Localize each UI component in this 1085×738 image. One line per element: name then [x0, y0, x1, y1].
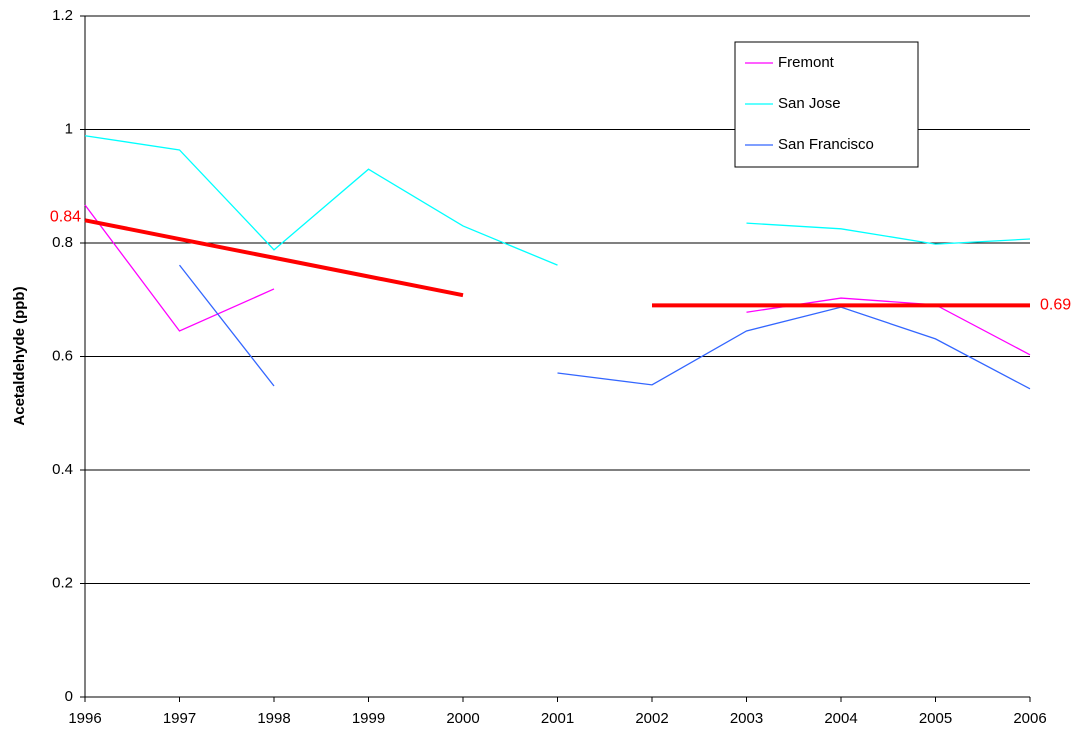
y-tick-label: 0: [65, 688, 73, 705]
legend-label: San Jose: [778, 95, 841, 112]
y-tick-label: 1.2: [52, 7, 73, 24]
x-tick-label: 2005: [919, 710, 952, 727]
series-line: [84, 204, 275, 332]
legend-label: San Francisco: [778, 136, 874, 153]
x-tick-label: 2004: [824, 710, 857, 727]
x-tick-label: 1999: [352, 710, 385, 727]
x-tick-label: 1996: [68, 710, 101, 727]
y-tick-label: 0.4: [52, 461, 73, 478]
y-tick-label: 0.8: [52, 234, 73, 251]
legend-label: Fremont: [778, 54, 835, 71]
x-tick-label: 1997: [163, 710, 196, 727]
x-tick-label: 2003: [730, 710, 763, 727]
data-label: 0.84: [50, 209, 81, 226]
x-tick-label: 2000: [446, 710, 479, 727]
y-tick-label: 0.6: [52, 347, 73, 364]
x-tick-label: 2002: [635, 710, 668, 727]
x-tick-label: 1998: [257, 710, 290, 727]
series-line: [557, 306, 1031, 390]
series-line: [178, 264, 275, 387]
x-tick-label: 2001: [541, 710, 574, 727]
data-label: 0.69: [1040, 297, 1071, 314]
trend-line: [84, 218, 464, 298]
y-tick-label: 0.2: [52, 574, 73, 591]
y-axis-label: Acetaldehyde (ppb): [11, 286, 28, 425]
series-line: [746, 222, 1031, 245]
x-tick-label: 2006: [1013, 710, 1046, 727]
y-tick-label: 1: [65, 120, 73, 137]
series-line: [84, 135, 558, 266]
